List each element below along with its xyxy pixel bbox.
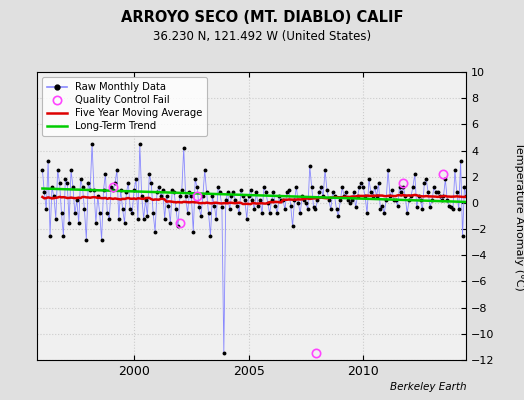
Text: Berkeley Earth: Berkeley Earth: [390, 382, 466, 392]
Y-axis label: Temperature Anomaly (°C): Temperature Anomaly (°C): [514, 142, 524, 290]
Legend: Raw Monthly Data, Quality Control Fail, Five Year Moving Average, Long-Term Tren: Raw Monthly Data, Quality Control Fail, …: [42, 77, 207, 136]
Text: ARROYO SECO (MT. DIABLO) CALIF: ARROYO SECO (MT. DIABLO) CALIF: [121, 10, 403, 25]
Text: 36.230 N, 121.492 W (United States): 36.230 N, 121.492 W (United States): [153, 30, 371, 43]
